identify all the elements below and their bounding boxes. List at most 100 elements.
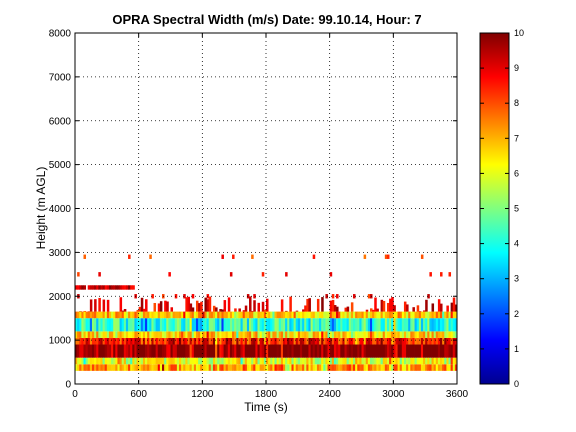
heatmap-cell (108, 337, 112, 345)
heatmap-cell (319, 344, 322, 358)
heatmap-cell (399, 364, 403, 371)
heatmap-cell (178, 357, 182, 365)
heatmap-cell (138, 318, 142, 332)
heatmap-cell (117, 311, 120, 319)
heatmap-cell (202, 337, 205, 345)
heatmap-cell (251, 337, 254, 345)
heatmap-cell (119, 344, 123, 358)
heatmap-cell (282, 311, 286, 319)
heatmap-cell (454, 337, 458, 345)
heatmap-cell (359, 311, 362, 319)
heatmap-cell (342, 344, 345, 358)
heatmap-cell (200, 364, 203, 371)
heatmap-cell (136, 309, 140, 312)
heatmap-cell (89, 331, 93, 338)
heatmap-cell (178, 344, 182, 358)
heatmap-cell (77, 357, 80, 365)
heatmap-cell (75, 344, 78, 358)
heatmap-cell (147, 337, 150, 345)
heatmap-cell (244, 305, 248, 312)
heatmap-cell (340, 357, 343, 365)
heatmap-cell (289, 364, 292, 371)
heatmap-cell (202, 331, 205, 338)
heatmap-cell (310, 311, 314, 319)
heatmap-cell (83, 364, 87, 371)
heatmap-cell (202, 357, 205, 365)
heatmap-cell (321, 357, 324, 365)
heatmap-cell (134, 364, 137, 371)
heatmap-cell (221, 331, 224, 338)
heatmap-cell (429, 357, 432, 365)
heatmap-cell (251, 331, 254, 338)
heatmap-cell (420, 254, 424, 259)
heatmap-cell (276, 331, 280, 338)
heatmap-cell (123, 318, 127, 332)
heatmap-cell (77, 272, 80, 277)
heatmap-cell (329, 331, 333, 338)
heatmap-cell (123, 331, 127, 338)
heatmap-cell (121, 364, 125, 371)
heatmap-cell (79, 285, 82, 290)
heatmap-cell (274, 337, 278, 345)
heatmap-cell (117, 344, 120, 358)
heatmap-cell (312, 357, 316, 365)
heatmap-cell (83, 318, 87, 332)
heatmap-cell (412, 331, 415, 338)
heatmap-cell (251, 254, 254, 259)
heatmap-cell (119, 311, 123, 319)
heatmap-cell (293, 311, 297, 319)
heatmap-cell (333, 305, 337, 312)
heatmap-cell (87, 344, 91, 358)
heatmap-cell (227, 297, 231, 312)
heatmap-cell (79, 344, 82, 358)
heatmap-cell (249, 318, 252, 332)
heatmap-cell (454, 364, 458, 371)
heatmap-cell (395, 344, 398, 358)
heatmap-cell (195, 364, 199, 371)
heatmap-cell (113, 357, 116, 365)
heatmap-cell (272, 331, 275, 338)
heatmap-cell (225, 311, 229, 319)
heatmap-cell (183, 357, 186, 365)
heatmap-cell (386, 344, 390, 358)
heatmap-cell (412, 311, 415, 319)
heatmap-cell (106, 331, 110, 338)
heatmap-cell (323, 357, 326, 365)
heatmap-cell (365, 364, 369, 371)
heatmap-cell (185, 311, 188, 319)
heatmap-cell (151, 357, 154, 365)
heatmap-cell (172, 337, 176, 345)
heatmap-cell (263, 357, 267, 365)
heatmap-cell (410, 311, 413, 319)
heatmap-cell (327, 344, 331, 358)
heatmap-cell (454, 311, 458, 319)
heatmap-cell (164, 300, 167, 312)
heatmap-cell (376, 308, 379, 312)
heatmap-cell (115, 331, 118, 338)
heatmap-cell (266, 344, 269, 358)
heatmap-cell (325, 311, 328, 319)
heatmap-cell (276, 337, 280, 345)
heatmap-cell (206, 364, 210, 371)
heatmap-cell (323, 344, 326, 358)
heatmap-cell (312, 331, 316, 338)
heatmap-cell (444, 364, 447, 371)
heatmap-cell (369, 364, 373, 371)
heatmap-cell (119, 297, 123, 312)
heatmap-cell (429, 311, 432, 319)
heatmap-cell (128, 318, 131, 332)
heatmap-cell (357, 364, 360, 371)
heatmap-cell (102, 318, 106, 332)
heatmap-cell (414, 331, 418, 338)
heatmap-cell (113, 285, 116, 290)
heatmap-cell (187, 311, 190, 319)
colorbar-tick-label: 3 (514, 274, 519, 284)
heatmap-cell (274, 311, 278, 319)
heatmap-cell (410, 318, 413, 332)
heatmap-cell (94, 364, 97, 371)
heatmap-cell (306, 337, 309, 345)
heatmap-cell (329, 337, 333, 345)
heatmap-cell (153, 364, 157, 371)
heatmap-cell (425, 344, 428, 358)
heatmap-cell (327, 318, 331, 332)
